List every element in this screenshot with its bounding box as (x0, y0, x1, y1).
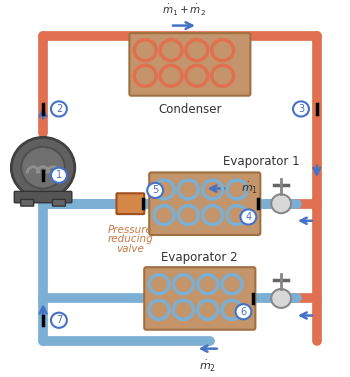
Text: valve: valve (117, 244, 144, 253)
Circle shape (21, 147, 65, 188)
Circle shape (11, 137, 75, 198)
Text: 2: 2 (56, 104, 62, 114)
FancyBboxPatch shape (14, 192, 72, 203)
Text: 1: 1 (56, 170, 62, 180)
Text: Pressure: Pressure (108, 225, 153, 234)
Circle shape (51, 313, 67, 328)
Circle shape (236, 304, 251, 319)
Text: reducing: reducing (107, 234, 153, 244)
FancyBboxPatch shape (130, 33, 250, 96)
FancyBboxPatch shape (144, 267, 256, 330)
FancyBboxPatch shape (21, 199, 34, 206)
FancyBboxPatch shape (52, 199, 65, 206)
Text: Evaporator 1: Evaporator 1 (223, 155, 299, 167)
Text: $\dot{m}_2$: $\dot{m}_2$ (199, 359, 216, 374)
Text: 5: 5 (152, 185, 158, 195)
Text: Condenser: Condenser (158, 103, 222, 116)
Text: 7: 7 (56, 315, 62, 325)
Circle shape (147, 183, 163, 198)
Circle shape (271, 194, 291, 213)
Circle shape (271, 289, 291, 308)
FancyBboxPatch shape (149, 172, 260, 235)
Text: $\dot{m}_1 + \dot{m}_2$: $\dot{m}_1 + \dot{m}_2$ (162, 3, 206, 18)
Text: 4: 4 (245, 212, 252, 222)
Circle shape (51, 168, 67, 183)
Text: $\dot{m}_1$: $\dot{m}_1$ (241, 181, 259, 196)
FancyBboxPatch shape (117, 193, 144, 214)
Circle shape (240, 209, 256, 225)
Text: 3: 3 (298, 104, 304, 114)
Circle shape (293, 101, 309, 116)
Text: Evaporator 2: Evaporator 2 (161, 251, 238, 264)
Circle shape (51, 101, 67, 116)
Text: 6: 6 (240, 307, 246, 317)
